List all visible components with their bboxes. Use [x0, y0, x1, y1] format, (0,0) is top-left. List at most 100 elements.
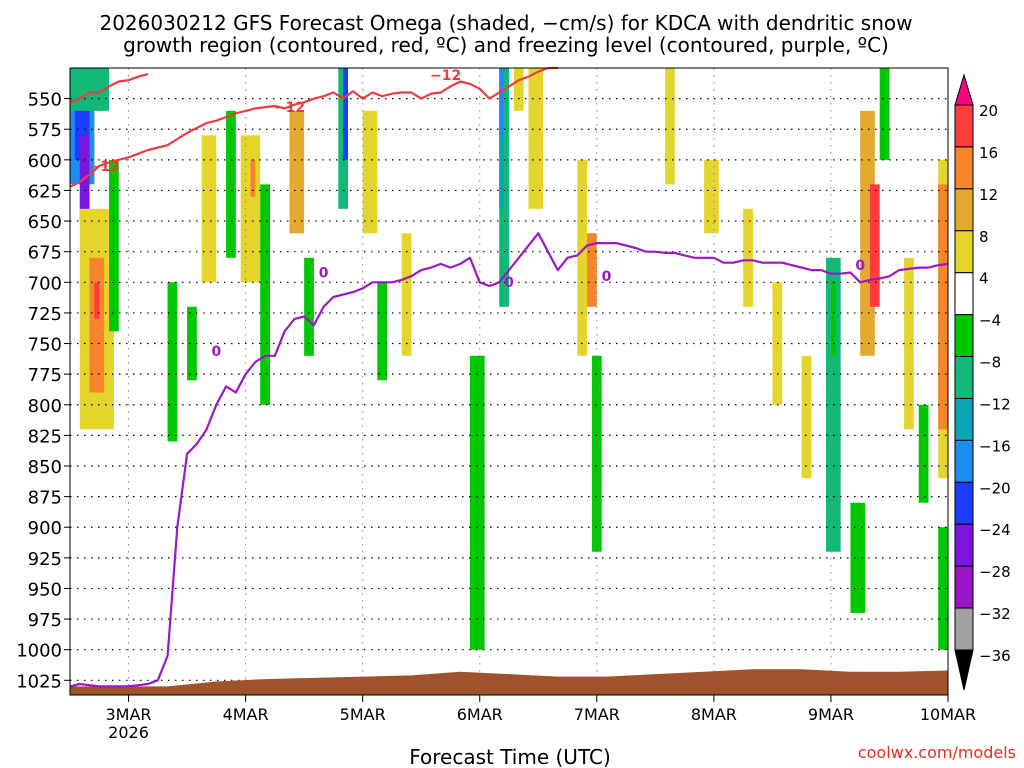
omega-cell	[260, 184, 270, 405]
omega-cell	[704, 159, 719, 234]
omega-cell	[469, 355, 485, 650]
x-tick-label: 10MAR	[920, 705, 976, 724]
colorbar-box	[954, 146, 974, 190]
dgz-contour-label: −12	[274, 100, 305, 116]
omega-cell	[879, 68, 890, 160]
freezing-contour-label: 0	[602, 269, 612, 285]
omega-shading	[70, 68, 948, 650]
omega-cell	[362, 110, 378, 234]
omega-cell	[377, 282, 388, 381]
omega-cell	[938, 184, 948, 430]
colorbar-box	[954, 272, 974, 316]
colorbar-box	[954, 356, 974, 399]
colorbar-box	[954, 230, 974, 274]
terrain-fill	[70, 669, 948, 695]
omega-cell	[513, 68, 524, 111]
omega-cell	[201, 135, 217, 283]
y-tick-label: 700	[28, 273, 62, 294]
omega-cell	[187, 306, 197, 381]
omega-cell	[904, 257, 914, 430]
y-tick-label: 925	[28, 549, 62, 570]
colorbar-label: −8	[979, 354, 1001, 372]
freezing-contour-label: 0	[504, 275, 514, 291]
colorbar-label: −28	[979, 563, 1011, 581]
colorbar-box	[954, 188, 974, 232]
omega-cell	[577, 159, 588, 356]
y-tick-label: 900	[28, 518, 62, 539]
omega-cell	[938, 527, 948, 650]
omega-cell	[289, 110, 305, 234]
colorbar-label: 20	[979, 102, 998, 120]
freezing-contour-label: 0	[211, 344, 221, 360]
plot-area: −12 −12 −12 0 0 0 0 0	[69, 66, 949, 696]
y-tick-label: 875	[28, 488, 62, 509]
colorbar-label: −24	[979, 521, 1011, 539]
y-tick-label: 825	[28, 426, 62, 447]
y-tick-label: 1000	[16, 641, 62, 662]
omega-cell	[250, 159, 256, 197]
chart-title: 2026030212 GFS Forecast Omega (shaded, −…	[99, 11, 912, 35]
omega-cell	[304, 257, 314, 356]
chart-subtitle: growth region (contoured, red, ºC) and f…	[123, 33, 889, 57]
y-tick-label: 575	[28, 120, 62, 141]
dgz-upper-line	[69, 73, 149, 104]
colorbar-label: −20	[979, 479, 1011, 497]
credit-text: coolwx.com/models	[858, 743, 1016, 762]
x-tick-label: 3MAR	[106, 705, 152, 724]
y-tick-label: 950	[28, 579, 62, 600]
omega-cell	[801, 355, 812, 479]
colorbar-box	[954, 397, 974, 441]
y-tick-label: 750	[28, 335, 62, 356]
omega-cell	[109, 159, 119, 332]
colorbar-label: −4	[979, 312, 1001, 330]
x-tick-sublabel: 2026	[108, 723, 149, 742]
dgz-contour-label: −12	[89, 159, 120, 175]
colorbar: 20 16 12 8 4 −4 −8 −12 −16 −20 −24 −28 −32 −36	[954, 73, 1011, 691]
y-tick-label: 775	[28, 365, 62, 386]
y-tick-label: 650	[28, 212, 62, 233]
omega-cell	[343, 68, 349, 160]
colorbar-box	[954, 481, 974, 525]
omega-cell	[89, 257, 105, 393]
omega-cell	[743, 208, 753, 307]
omega-cell	[528, 68, 544, 209]
omega-cell	[401, 233, 412, 356]
colorbar-label: 8	[979, 228, 989, 246]
freezing-contour-label: 0	[855, 258, 865, 274]
colorbar-label: 12	[979, 186, 998, 204]
y-tick-label: 675	[28, 243, 62, 264]
colorbar-top-arrow	[954, 73, 974, 106]
freezing-contour-label: 0	[319, 265, 329, 281]
y-tick-label: 975	[28, 610, 62, 631]
omega-cell	[869, 184, 880, 307]
colorbar-bottom-arrow	[954, 649, 974, 691]
x-tick-label: 8MAR	[691, 705, 737, 724]
omega-cell	[830, 282, 836, 356]
y-tick-label: 725	[28, 304, 62, 325]
colorbar-label: −12	[979, 395, 1011, 413]
omega-cell	[167, 282, 178, 442]
contour-lines: −12 −12 −12 0 0 0 0 0	[69, 66, 949, 688]
omega-cell	[240, 135, 261, 283]
omega-cell	[226, 110, 236, 258]
y-tick-label: 600	[28, 151, 62, 172]
colorbar-box	[954, 314, 974, 358]
x-tick-label: 4MAR	[223, 705, 269, 724]
omega-cell	[850, 502, 866, 613]
y-tick-label: 800	[28, 396, 62, 417]
freezing-level-line	[69, 232, 949, 688]
y-axis: 550 575 600 625 650 675 700 725 750 775 800 825 850 8…	[16, 90, 70, 692]
colorbar-box	[954, 523, 974, 567]
x-tick-label: 6MAR	[457, 705, 503, 724]
colorbar-box	[954, 565, 974, 609]
x-axis-label: Forecast Time (UTC)	[409, 745, 611, 768]
terrain-surface	[70, 669, 948, 695]
y-tick-label: 625	[28, 181, 62, 202]
omega-cell	[587, 233, 597, 307]
omega-cell	[665, 68, 675, 185]
y-tick-label: 1025	[16, 671, 62, 692]
omega-cell	[499, 68, 505, 136]
omega-cell	[918, 404, 929, 503]
